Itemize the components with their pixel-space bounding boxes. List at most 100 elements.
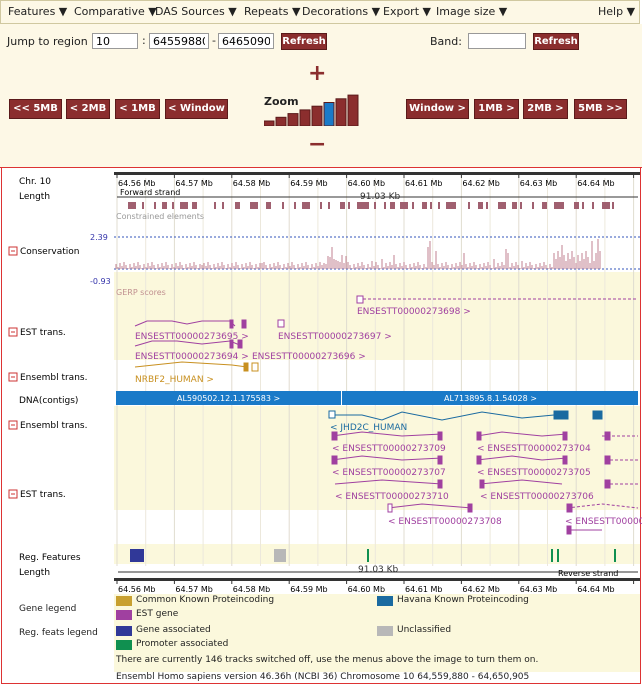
footer-version: Ensembl Homo sapiens version 46.36h (NCB… [116, 672, 530, 682]
back-window-button[interactable]: < Window [165, 99, 228, 119]
scale-tick-label: 64.64 Mb [577, 585, 614, 594]
est-transcript-label: ENSESTT00000273694 > [135, 352, 249, 362]
est-rev-transcript-label: < ENSESTT00000273705 [477, 468, 591, 478]
scale-tick-label: 64.61 Mb [405, 585, 442, 594]
constrained-element [374, 202, 376, 209]
reg-feature-unclassified[interactable] [274, 549, 286, 562]
menu-image-size[interactable]: Image size ▼ [436, 5, 508, 18]
scale-tick-label: 64.59 Mb [290, 179, 327, 188]
tracks-off-notice: There are currently 146 tracks switched … [116, 655, 539, 665]
ensembl-transcript-label: NRBF2_HUMAN > [135, 375, 214, 385]
constrained-element [162, 202, 167, 209]
menu-comparative[interactable]: Comparative ▼ [74, 5, 157, 18]
reg-feature-promoter[interactable] [614, 549, 616, 562]
gene-legend-label: Gene legend [19, 604, 77, 614]
unclassified-legend: Unclassified [397, 625, 452, 635]
scale-tick-label: 64.62 Mb [462, 585, 499, 594]
est-rev-transcript-label: < ENSESTT00000273710 [335, 492, 449, 502]
legend-area: Gene legend Common Known Proteincoding H… [2, 594, 640, 684]
scale-tick-label: 64.62 Mb [462, 179, 499, 188]
ensembl-rev-transcript-label: < JHD2C_HUMAN [330, 423, 407, 433]
zoom-level-bar [264, 120, 275, 126]
menu-export[interactable]: Export ▼ [383, 5, 431, 18]
scale-tick-label: 64.57 Mb [175, 179, 212, 188]
constrained-element [235, 202, 240, 209]
end-input[interactable] [218, 33, 274, 49]
common-known-swatch [116, 596, 132, 606]
menu-help[interactable]: Help ▼ [598, 5, 636, 18]
forward-2mb-button[interactable]: 2MB > [523, 99, 568, 119]
constrained-element [422, 202, 427, 209]
reverse-strand-label: Reverse strand [558, 569, 618, 578]
promoter-associated-swatch [116, 640, 132, 650]
est-trans-label: EST trans. [20, 328, 66, 338]
constrained-element [582, 202, 584, 209]
reg-feature-promoter[interactable] [551, 549, 553, 562]
band-refresh-button[interactable]: Refresh [533, 33, 579, 50]
zoom-level-bar [335, 98, 347, 126]
scale-tick-label: 64.58 Mb [233, 585, 270, 594]
constrained-element [562, 202, 564, 209]
reg-track-background [114, 544, 640, 564]
scale-tick-label: 64.57 Mb [175, 585, 212, 594]
zoom-out-icon[interactable]: − [308, 132, 327, 157]
scale-tick-label: 64.56 Mb [118, 179, 155, 188]
constrained-element [192, 202, 197, 209]
back-5mb-button[interactable]: << 5MB [9, 99, 62, 119]
menu-repeats[interactable]: Repeats ▼ [244, 5, 301, 18]
constrained-element [612, 202, 614, 209]
est-rev-transcript-label: < ENSESTT0000027 [565, 517, 642, 527]
contig-label: AL713895.8.1.54028 > [444, 394, 537, 403]
menu-das-sources[interactable]: DAS Sources ▼ [155, 5, 237, 18]
zoom-slider[interactable] [264, 94, 360, 126]
length-value: 91.03 Kb [360, 192, 401, 202]
constrained-element [390, 202, 395, 209]
track-panel: 64.56 Mb 64.57 Mb 64.58 Mb 64.59 Mb 64.60 Mb… [1, 168, 642, 684]
constrained-element [574, 202, 579, 209]
reg-feature-gene-associated[interactable] [130, 549, 144, 562]
constrained-element [266, 202, 271, 209]
reg-feature-promoter[interactable] [367, 549, 369, 562]
est-rev-transcript-label: < ENSESTT00000273708 [388, 517, 502, 527]
reg-feature-promoter[interactable] [557, 549, 559, 562]
top-scale-bar [114, 172, 640, 175]
constrained-element [328, 202, 330, 209]
contig-bar[interactable] [116, 391, 341, 405]
est-rev-transcript-label: < ENSESTT00000273709 [332, 444, 446, 454]
constrained-element [320, 202, 322, 209]
scale-tick-label: 64.60 Mb [348, 179, 385, 188]
constrained-element [512, 202, 517, 209]
constrained-element [364, 202, 369, 209]
band-input[interactable] [468, 33, 526, 49]
zoom-level-bar [347, 94, 359, 126]
menu-features[interactable]: Features ▼ [8, 5, 68, 18]
ensembl-trans-label: Ensembl trans. [20, 373, 87, 383]
reg-legend-label: Reg. feats legend [19, 628, 98, 638]
est-rev-transcript-label: < ENSESTT00000273707 [332, 468, 446, 478]
forward-5mb-button[interactable]: 5MB >> [574, 99, 627, 119]
est-rev-transcript-label: < ENSESTT00000273704 [477, 444, 591, 454]
est-rev-transcript-label: < ENSESTT00000273706 [480, 492, 594, 502]
length-label: Length [19, 192, 50, 202]
contig-bar[interactable] [342, 391, 638, 405]
cons-max-label: 2.39 [90, 233, 108, 242]
dash-separator: - [212, 34, 216, 47]
menu-decorations[interactable]: Decorations ▼ [302, 5, 381, 18]
scale-tick-label: 64.56 Mb [118, 585, 155, 594]
chromosome-input[interactable] [92, 33, 138, 49]
constrained-element [348, 202, 350, 209]
back-1mb-button[interactable]: < 1MB [115, 99, 160, 119]
contig-label: AL590502.12.1.175583 > [177, 394, 280, 403]
cons-min-label: -0.93 [90, 277, 111, 286]
forward-1mb-button[interactable]: 1MB > [474, 99, 519, 119]
chr-label: Chr. 10 [19, 177, 51, 187]
back-2mb-button[interactable]: < 2MB [66, 99, 110, 119]
constrained-element [128, 202, 136, 209]
forward-window-button[interactable]: Window > [406, 99, 469, 119]
length-bottom-value: 91.03 Kb [358, 565, 399, 575]
constrained-element [172, 202, 174, 209]
start-input[interactable] [149, 33, 209, 49]
zoom-in-icon[interactable]: + [308, 61, 327, 86]
region-refresh-button[interactable]: Refresh [281, 33, 327, 50]
scale-tick-label: 64.64 Mb [577, 179, 614, 188]
